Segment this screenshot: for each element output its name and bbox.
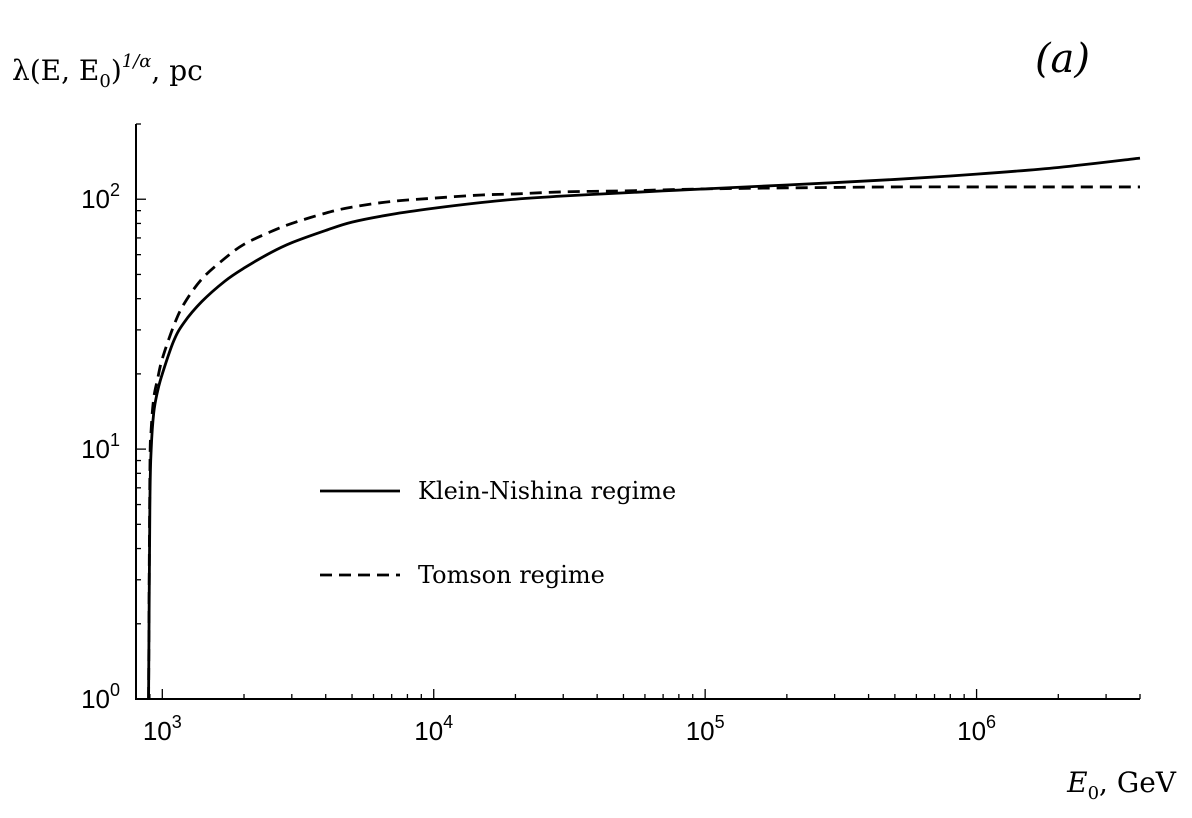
y-axis-label: λ(E, E0)1/α, pc	[12, 51, 203, 92]
x-tick-label: 105	[686, 712, 725, 746]
x-tick-label: 106	[957, 712, 996, 746]
tick-labels: 103 104 105 106 100 101 102	[81, 180, 996, 746]
series-line-tomson	[147, 185, 1140, 700]
x-axis-label-unit: , GeV	[1099, 766, 1177, 799]
legend-label-tomson: Tomson regime	[418, 561, 605, 589]
panel-label: (a)	[1035, 36, 1090, 82]
plot-axes	[135, 124, 1140, 700]
y-axis-label-paren: )	[111, 54, 122, 87]
y-axis-label-unit: , pc	[151, 54, 202, 87]
x-axis-label: E0, GeV	[1066, 766, 1177, 804]
y-tick-label: 102	[81, 180, 120, 214]
y-axis-label-sub: 0	[99, 71, 110, 92]
axis-ticks	[135, 123, 1141, 700]
x-axis-label-sub: 0	[1088, 783, 1099, 804]
y-tick-label: 100	[81, 680, 120, 714]
y-axis-label-main: λ(E, E	[12, 54, 99, 87]
series-layer	[147, 156, 1141, 700]
legend-label-klein-nishina: Klein-Nishina regime	[418, 477, 676, 505]
y-axis-label-sup: 1/α	[122, 51, 152, 72]
x-axis-label-main: E	[1066, 766, 1087, 799]
legend: Klein-Nishina regime Tomson regime	[320, 477, 676, 589]
x-tick-label: 104	[414, 712, 453, 746]
y-tick-label: 101	[81, 430, 120, 464]
series-line-klein-nishina	[147, 156, 1141, 700]
x-tick-label: 103	[143, 712, 182, 746]
